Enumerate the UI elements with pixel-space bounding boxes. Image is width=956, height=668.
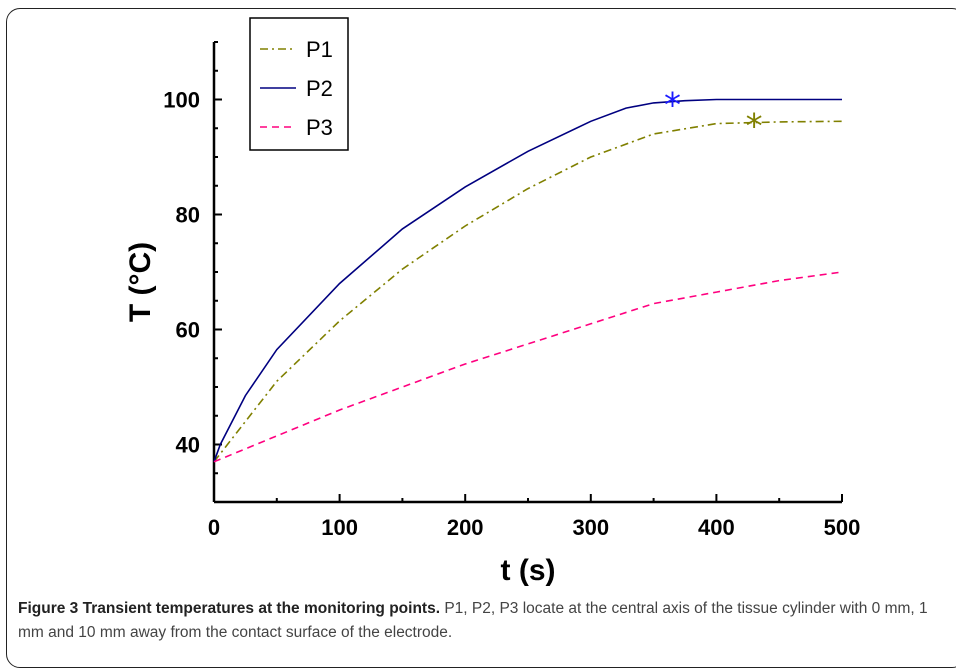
y-tick-label: 100 bbox=[163, 88, 200, 113]
x-tick-label: 100 bbox=[321, 515, 358, 540]
x-tick-label: 300 bbox=[572, 515, 609, 540]
x-tick-label: 400 bbox=[698, 515, 735, 540]
x-tick-label: 0 bbox=[208, 515, 220, 540]
legend-label-p1: P1 bbox=[306, 37, 333, 62]
asterisk-marker-1: * bbox=[664, 85, 681, 125]
legend-box bbox=[249, 17, 349, 151]
figure-caption: Figure 3 Transient temperatures at the m… bbox=[18, 597, 943, 645]
chart-series bbox=[213, 98, 843, 463]
series-line-p2 bbox=[213, 98, 842, 463]
y-tick-label: 40 bbox=[176, 433, 200, 458]
legend-label-p3: P3 bbox=[306, 115, 333, 140]
y-axis-title: T (°C) bbox=[124, 242, 157, 322]
caption-text: P1, P2, P3 locate at the central axis of… bbox=[18, 600, 928, 641]
legend-label-p2: P2 bbox=[306, 76, 333, 101]
chart-axes: 0 100 200 300 400 500 40 60 80 100 bbox=[163, 41, 861, 540]
x-tick-label: 500 bbox=[824, 515, 861, 540]
caption-lead: Figure 3 Transient temperatures at the m… bbox=[18, 600, 441, 617]
x-axis-title: t (s) bbox=[501, 554, 556, 587]
asterisk-marker-2: * bbox=[746, 107, 763, 147]
y-tick-label: 80 bbox=[176, 203, 200, 228]
x-tick-label: 200 bbox=[447, 515, 484, 540]
y-tick-label: 60 bbox=[176, 318, 200, 343]
chart-markers: ** bbox=[664, 85, 763, 146]
series-line-p1 bbox=[213, 120, 843, 463]
chart-legend: P1 P2 P3 bbox=[249, 17, 349, 151]
series-line-p3 bbox=[213, 271, 843, 463]
